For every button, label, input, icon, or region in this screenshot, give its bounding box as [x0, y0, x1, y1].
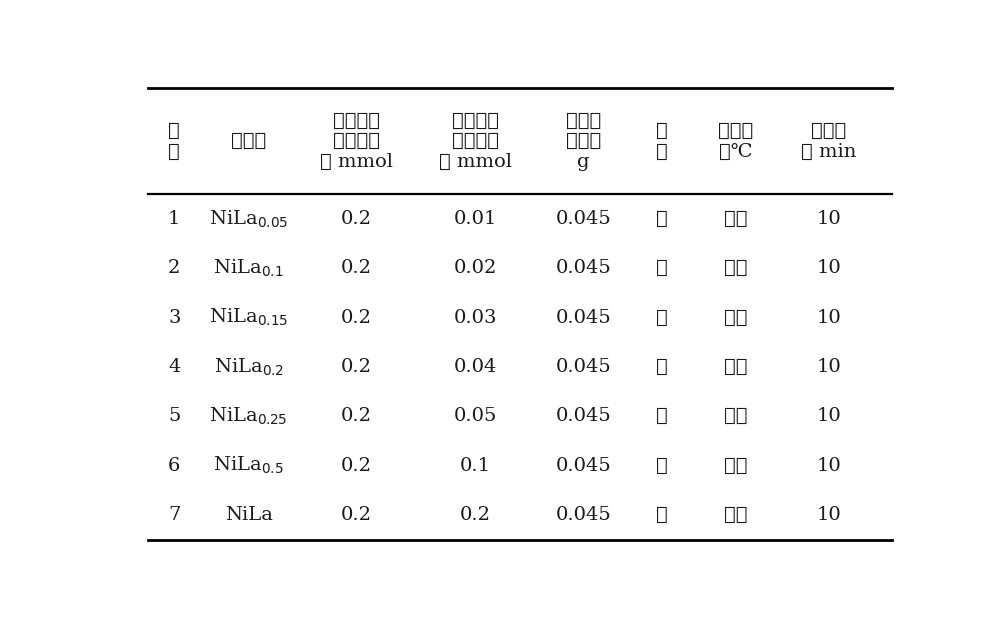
Text: 室温: 室温 [724, 506, 748, 524]
Text: NiLa$_{0.05}$: NiLa$_{0.05}$ [209, 209, 288, 230]
Text: 10: 10 [817, 358, 841, 376]
Text: 室温: 室温 [724, 358, 748, 376]
Text: 操作温
度℃: 操作温 度℃ [718, 122, 754, 160]
Text: 室温: 室温 [724, 457, 748, 474]
Text: 0.045: 0.045 [556, 308, 611, 326]
Text: 0.2: 0.2 [341, 457, 372, 474]
Text: 0.2: 0.2 [460, 506, 491, 524]
Text: 2: 2 [168, 259, 180, 278]
Text: 水: 水 [656, 358, 667, 376]
Text: NiLa: NiLa [225, 506, 273, 524]
Text: 水: 水 [656, 407, 667, 425]
Text: 水: 水 [656, 457, 667, 474]
Text: 水: 水 [656, 210, 667, 228]
Text: 0.02: 0.02 [454, 259, 497, 278]
Text: NiLa$_{0.5}$: NiLa$_{0.5}$ [213, 455, 284, 476]
Text: NiLa$_{0.2}$: NiLa$_{0.2}$ [214, 357, 283, 378]
Text: 室温: 室温 [724, 308, 748, 326]
Text: 0.2: 0.2 [341, 506, 372, 524]
Text: 0.045: 0.045 [556, 358, 611, 376]
Text: 0.05: 0.05 [454, 407, 497, 425]
Text: 10: 10 [817, 457, 841, 474]
Text: 0.045: 0.045 [556, 457, 611, 474]
Text: 水: 水 [656, 308, 667, 326]
Text: 10: 10 [817, 407, 841, 425]
Text: NiLa$_{0.15}$: NiLa$_{0.15}$ [209, 307, 288, 328]
Text: 0.03: 0.03 [454, 308, 497, 326]
Text: 10: 10 [817, 308, 841, 326]
Text: 室温: 室温 [724, 407, 748, 425]
Text: 室温: 室温 [724, 210, 748, 228]
Text: 0.2: 0.2 [341, 259, 372, 278]
Text: 编
号: 编 号 [168, 122, 180, 160]
Text: 0.1: 0.1 [460, 457, 491, 474]
Text: 10: 10 [817, 210, 841, 228]
Text: 室温: 室温 [724, 259, 748, 278]
Text: 0.2: 0.2 [341, 210, 372, 228]
Text: 催化剂: 催化剂 [231, 132, 266, 151]
Text: 溶
剂: 溶 剂 [656, 122, 667, 160]
Text: 10: 10 [817, 506, 841, 524]
Text: 7: 7 [168, 506, 180, 524]
Text: 3: 3 [168, 308, 181, 326]
Text: 水: 水 [656, 259, 667, 278]
Text: 5: 5 [168, 407, 180, 425]
Text: 0.2: 0.2 [341, 308, 372, 326]
Text: NiLa$_{0.25}$: NiLa$_{0.25}$ [209, 405, 288, 427]
Text: 0.2: 0.2 [341, 407, 372, 425]
Text: 0.045: 0.045 [556, 506, 611, 524]
Text: 硼氢化
钠质量
g: 硼氢化 钠质量 g [566, 112, 601, 171]
Text: 0.2: 0.2 [341, 358, 372, 376]
Text: 镧源前驱
物物质的
量 mmol: 镧源前驱 物物质的 量 mmol [439, 112, 512, 171]
Text: 0.01: 0.01 [454, 210, 497, 228]
Text: 4: 4 [168, 358, 180, 376]
Text: 镍源前驱
物物质的
量 mmol: 镍源前驱 物物质的 量 mmol [320, 112, 393, 171]
Text: 0.045: 0.045 [556, 259, 611, 278]
Text: 0.04: 0.04 [454, 358, 497, 376]
Text: 0.045: 0.045 [556, 407, 611, 425]
Text: 1: 1 [168, 210, 180, 228]
Text: NiLa$_{0.1}$: NiLa$_{0.1}$ [213, 258, 284, 279]
Text: 6: 6 [168, 457, 180, 474]
Text: 0.045: 0.045 [556, 210, 611, 228]
Text: 10: 10 [817, 259, 841, 278]
Text: 水: 水 [656, 506, 667, 524]
Text: 反应时
间 min: 反应时 间 min [801, 122, 857, 160]
